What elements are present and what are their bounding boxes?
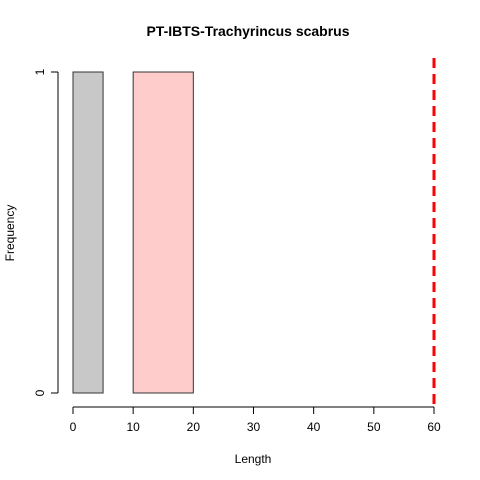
- x-tick-label: 30: [247, 420, 261, 434]
- bars-layer: [73, 72, 193, 393]
- x-tick-label: 10: [126, 420, 140, 434]
- x-tick-label: 50: [367, 420, 381, 434]
- chart-title: PT-IBTS-Trachyrincus scabrus: [146, 23, 349, 39]
- y-axis-label: Frequency: [3, 205, 17, 262]
- x-tick-label: 40: [307, 420, 321, 434]
- y-tick-label: 1: [33, 68, 47, 75]
- y-tick-label: 0: [33, 389, 47, 396]
- histogram-bar: [73, 72, 103, 393]
- x-tick-label: 20: [187, 420, 201, 434]
- x-tick-label: 0: [70, 420, 77, 434]
- x-axis-label: Length: [235, 452, 272, 466]
- histogram-bar: [133, 72, 193, 393]
- x-tick-label: 60: [427, 420, 441, 434]
